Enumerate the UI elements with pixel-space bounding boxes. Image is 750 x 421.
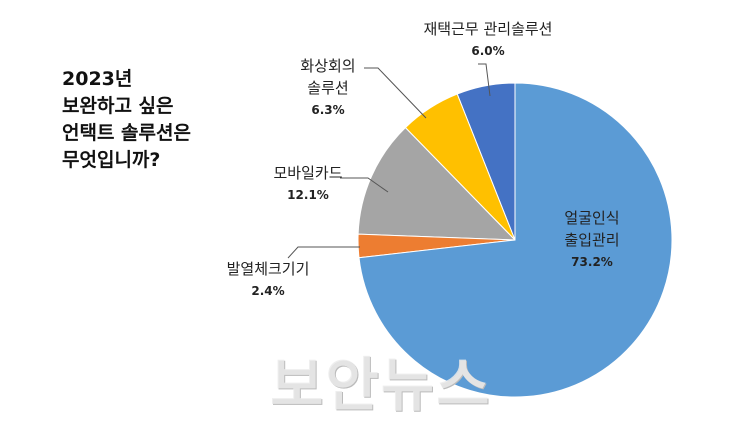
- title-line: 무엇입니까?: [62, 149, 161, 171]
- pie-slice: [358, 82, 673, 398]
- title-line: 2023년: [62, 68, 133, 90]
- title-line: 언택트 솔루션은: [62, 122, 191, 144]
- watermark: 보안뉴스: [270, 351, 492, 419]
- title-line: 보완하고 싶은: [62, 95, 174, 117]
- value-label: 12.1%: [287, 188, 329, 202]
- value-label: 73.2%: [571, 255, 613, 269]
- category-label: 재택근무 관리솔루션: [423, 20, 553, 38]
- pie-slice: [357, 126, 517, 241]
- value-label: 6.0%: [471, 44, 505, 58]
- value-label: 6.3%: [311, 103, 345, 117]
- leader-line: [287, 246, 360, 259]
- leader-line: [364, 67, 427, 119]
- category-label: 얼굴인식 출입관리: [564, 209, 620, 249]
- leader-line: [478, 63, 491, 97]
- leader-lines: [287, 63, 491, 259]
- category-label: 화상회의 솔루션: [300, 57, 356, 97]
- category-label: 발열체크기기: [226, 260, 310, 278]
- category-label: 모바일카드: [273, 164, 343, 182]
- leader-line: [340, 177, 389, 193]
- value-label: 2.4%: [251, 284, 285, 298]
